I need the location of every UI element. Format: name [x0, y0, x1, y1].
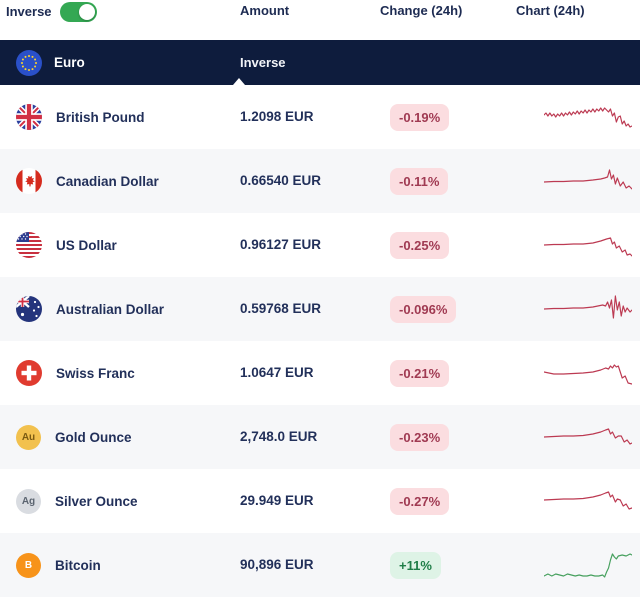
bitcoin-icon: B: [16, 552, 41, 578]
amount-value: 0.59768 EUR: [240, 301, 322, 316]
silver-icon: Ag: [16, 488, 41, 514]
amount-value: 2,748.0 EUR: [240, 429, 318, 444]
currency-name: Swiss Franc: [56, 365, 135, 381]
change-badge: -0.11%: [390, 167, 449, 195]
amount-value: 29.949 EUR: [240, 493, 314, 508]
inverse-toggle[interactable]: [59, 2, 97, 22]
change-badge: -0.19%: [390, 103, 450, 131]
change-badge: +11%: [390, 551, 441, 579]
currency-name: Australian Dollar: [56, 301, 165, 317]
ca-flag-icon: [16, 168, 42, 194]
sparkline-chart: [544, 237, 632, 257]
currency-name: Silver Ounce: [55, 493, 138, 509]
currency-name: Bitcoin: [55, 557, 101, 573]
gb-flag-icon: [16, 104, 42, 130]
currency-name: Gold Ounce: [55, 429, 132, 445]
sparkline-chart: [544, 295, 632, 319]
inverse-toggle-label: Inverse: [6, 4, 52, 19]
amount-value: 0.96127 EUR: [240, 237, 322, 252]
column-header-change: Change (24h): [380, 3, 463, 18]
change-badge: -0.23%: [390, 423, 450, 451]
currency-row[interactable]: Au Gold Ounce 2,748.0 EUR -0.23%: [0, 405, 640, 469]
toggle-knob-icon: [78, 4, 95, 20]
currency-name: US Dollar: [56, 237, 117, 253]
sparkline-chart: [544, 364, 632, 385]
au-flag-icon: [16, 296, 42, 322]
amount-value: 90,896 EUR: [240, 557, 314, 572]
inverse-toggle-group: Inverse: [0, 2, 240, 22]
column-header-chart: Chart (24h): [516, 3, 585, 18]
currency-name: Canadian Dollar: [56, 173, 159, 189]
currency-name: British Pound: [56, 109, 145, 125]
pointer-notch: [233, 78, 245, 85]
eu-flag-icon: [16, 50, 42, 76]
sparkline-chart: [544, 491, 632, 510]
ch-flag-icon: [16, 360, 42, 386]
rates-table-body: British Pound 1.2098 EUR -0.19% Canadian…: [0, 85, 640, 597]
currency-row[interactable]: US Dollar 0.96127 EUR -0.25%: [0, 213, 640, 277]
currency-row[interactable]: British Pound 1.2098 EUR -0.19%: [0, 85, 640, 149]
column-header-amount: Amount: [240, 3, 290, 18]
currency-row[interactable]: B Bitcoin 90,896 EUR +11%: [0, 533, 640, 597]
change-badge: -0.096%: [390, 295, 457, 323]
base-currency-row[interactable]: Euro Inverse: [0, 40, 640, 85]
us-flag-icon: [16, 232, 42, 258]
amount-value: 1.2098 EUR: [240, 109, 314, 124]
change-badge: -0.25%: [390, 231, 450, 259]
change-badge: -0.21%: [390, 359, 450, 387]
base-inverse-label: Inverse: [240, 55, 286, 70]
sparkline-chart: [544, 428, 632, 445]
sparkline-chart: [544, 553, 632, 578]
currency-row[interactable]: Ag Silver Ounce 29.949 EUR -0.27%: [0, 469, 640, 533]
change-badge: -0.27%: [390, 487, 450, 515]
base-currency-name: Euro: [54, 55, 85, 70]
currency-row[interactable]: Swiss Franc 1.0647 EUR -0.21%: [0, 341, 640, 405]
table-header: Inverse Amount Change (24h) Chart (24h): [0, 0, 640, 40]
sparkline-chart: [544, 169, 632, 190]
gold-icon: Au: [16, 424, 41, 450]
amount-value: 0.66540 EUR: [240, 173, 322, 188]
currency-row[interactable]: Canadian Dollar 0.66540 EUR -0.11%: [0, 149, 640, 213]
currency-row[interactable]: Australian Dollar 0.59768 EUR -0.096%: [0, 277, 640, 341]
sparkline-chart: [544, 107, 632, 128]
amount-value: 1.0647 EUR: [240, 365, 314, 380]
